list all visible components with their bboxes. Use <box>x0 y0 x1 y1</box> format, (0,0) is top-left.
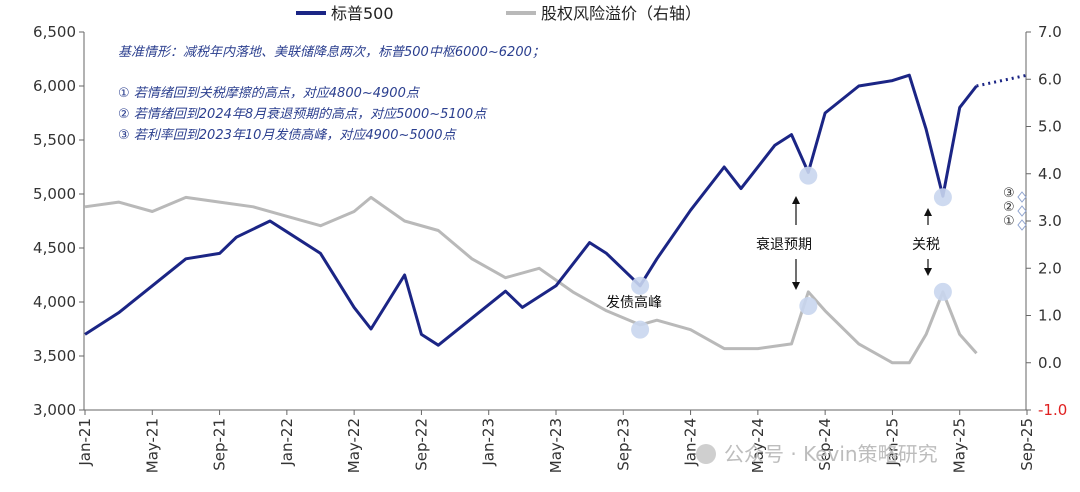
y-right-tick-label: 3.0 <box>1038 212 1062 230</box>
annotation-scenario-3: ③ 若利率回到2023年10月发债高峰，对应4900~5000点 <box>118 127 457 143</box>
highlight-marker <box>631 276 650 295</box>
y-left-tick-label: 6,500 <box>33 23 76 41</box>
highlight-marker <box>799 297 818 316</box>
legend: 标普500 股权风险溢价（右轴） <box>296 4 701 23</box>
y-left-tick-label: 6,000 <box>33 77 76 95</box>
x-tick-label: Jan-23 <box>480 418 498 467</box>
y-right-tick-label: 4.0 <box>1038 165 1062 183</box>
y-left-ticks: 3,000 3,500 4,000 4,500 5,000 5,500 6,000 6,500 <box>33 23 84 419</box>
callout-tariff: 关税 <box>912 237 940 253</box>
marker-layer <box>631 166 952 339</box>
y-left-tick-label: 5,000 <box>33 185 76 203</box>
arrow-recession-down-head <box>792 282 800 290</box>
scenario-diamond-3 <box>1017 191 1027 203</box>
scenario-mark-1: ① <box>1003 214 1015 229</box>
x-tick-label: Sep-22 <box>412 418 430 471</box>
y-right-ticks: -1.0 0.0 1.0 2.0 3.0 4.0 5.0 6.0 7.0 <box>1026 23 1067 419</box>
watermark-text: 公众号 · Kevin策略研究 <box>724 442 938 466</box>
series-layer <box>84 73 1028 365</box>
annotation-scenario-2: ② 若情绪回到2024年8月衰退预期的高点，对应5000~5100点 <box>118 106 488 122</box>
y-left-tick-label: 3,500 <box>33 347 76 365</box>
highlight-marker <box>933 282 952 301</box>
x-tick-label: Sep-23 <box>614 418 632 471</box>
y-left-tick-label: 4,500 <box>33 239 76 257</box>
x-tick-label: May-23 <box>547 418 565 473</box>
legend-label-sp500: 标普500 <box>331 4 394 23</box>
x-tick-label: May-21 <box>143 418 161 473</box>
x-tick-label: May-22 <box>345 418 363 473</box>
series-line-1 <box>976 73 1028 88</box>
y-right-tick-label: 5.0 <box>1038 118 1062 136</box>
annotation-headline: 基准情形：减税年内落地、美联储降息两次，标普500中枢6000~6200； <box>118 44 545 60</box>
x-tick-label: Jan-24 <box>682 418 700 467</box>
x-tick-label: Sep-21 <box>211 418 229 471</box>
y-right-tick-label: 6.0 <box>1038 70 1062 88</box>
y-left-tick-label: 3,000 <box>33 401 76 419</box>
y-right-tick-label: -1.0 <box>1038 401 1067 419</box>
callouts: 发债高峰 衰退预期 关税 <box>606 196 940 311</box>
x-tick-label: Jan-21 <box>76 418 94 467</box>
scenario-diamond-2 <box>1017 205 1027 217</box>
x-tick-label: May-24 <box>749 418 767 473</box>
callout-recession: 衰退预期 <box>756 236 812 253</box>
scenario-mark-3: ③ <box>1003 186 1015 201</box>
y-right-tick-label: 0.0 <box>1038 354 1062 372</box>
x-ticks: Jan-21 May-21 Sep-21 Jan-22 May-22 Sep-22 Jan-… <box>76 410 1036 473</box>
highlight-marker <box>799 166 818 185</box>
series-line-2 <box>84 195 978 365</box>
scenario-diamond-1 <box>1017 219 1027 231</box>
arrow-tariff-down-head <box>924 268 932 276</box>
scenario-mark-2: ② <box>1003 200 1015 215</box>
y-right-tick-label: 1.0 <box>1038 307 1062 325</box>
scenario-marks: ③ ② ① <box>1003 186 1027 231</box>
arrow-recession-up-head <box>792 196 800 204</box>
y-right-tick-label: 2.0 <box>1038 259 1062 277</box>
x-tick-label: May-25 <box>951 418 969 473</box>
highlight-marker <box>631 320 650 339</box>
arrow-tariff-up-head <box>924 208 932 216</box>
watermark: 公众号 · Kevin策略研究 <box>696 442 938 466</box>
legend-label-erp: 股权风险溢价（右轴） <box>541 4 701 23</box>
scenario-annotations: 基准情形：减税年内落地、美联储降息两次，标普500中枢6000~6200； ① … <box>118 44 545 143</box>
y-left-tick-label: 5,500 <box>33 131 76 149</box>
annotation-scenario-1: ① 若情绪回到关税摩擦的高点，对应4800~4900点 <box>118 85 421 101</box>
x-tick-label: Jan-25 <box>883 418 901 467</box>
y-left-tick-label: 4,000 <box>33 293 76 311</box>
y-right-tick-label: 7.0 <box>1038 23 1062 41</box>
x-tick-label: Sep-25 <box>1018 418 1036 471</box>
series-line-0 <box>84 73 978 347</box>
x-tick-label: Sep-24 <box>816 418 834 471</box>
x-tick-label: Jan-22 <box>278 418 296 467</box>
highlight-marker <box>933 188 952 207</box>
callout-debt-peak: 发债高峰 <box>606 294 662 311</box>
wechat-icon <box>696 444 716 464</box>
